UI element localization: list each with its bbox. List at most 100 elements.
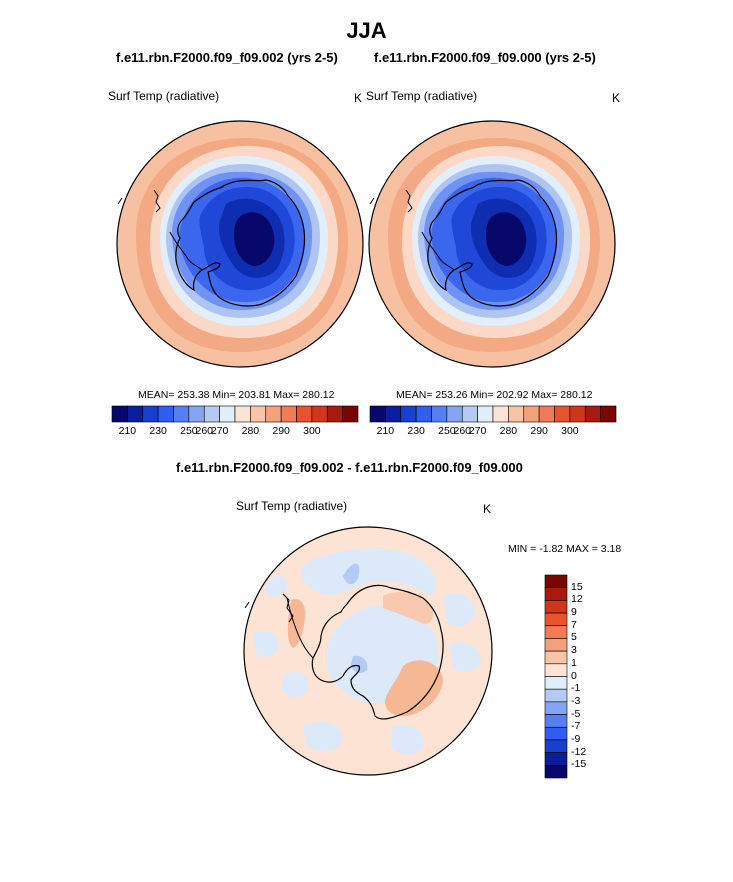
difference-colorbar [544, 574, 568, 779]
panel-2-colorbar-tick-label: 250 [438, 425, 456, 437]
panel-2-colorbar-box [385, 405, 402, 423]
panel-2-colorbar-box [538, 405, 555, 423]
panel-2-colorbar-box [492, 405, 509, 423]
panel-2-colorbar-box [569, 405, 586, 423]
difference-colorbar-tick-label: -12 [571, 745, 587, 758]
panel-2-colorbar-box [554, 405, 571, 423]
panel-2-stats: MEAN= 253.26 Min= 202.92 Max= 280.12 [396, 389, 593, 401]
panel-1-colorbar-tick-label: 210 [118, 425, 137, 437]
panel-1-colorbar-tick-label: 280 [241, 425, 260, 437]
panel-1-colorbar-tick-label: 290 [272, 425, 290, 437]
difference-colorbar-box [544, 612, 568, 627]
panel-2-colorbar-tick-label: 280 [499, 425, 518, 437]
difference-colorbar-box [544, 765, 568, 779]
panel-1-variable-label: Surf Temp (radiative) [108, 89, 220, 103]
panel-1-colorbar-box [265, 405, 282, 423]
difference-title: f.e11.rbn.F2000.f09_f09.002 - f.e11.rbn.… [176, 460, 523, 475]
difference-colorbar-tick-label: 3 [571, 644, 577, 657]
panel-1-colorbar-box [173, 405, 190, 423]
difference-colorbar-tick-label: 7 [571, 618, 577, 631]
panel-1-colorbar-box [142, 405, 159, 423]
panel-1-colorbar-box [157, 405, 174, 423]
difference-polar-map [243, 526, 493, 776]
difference-colorbar-tick-label: -5 [571, 707, 581, 720]
panel-2-colorbar-box [461, 405, 478, 423]
difference-colorbar-labels: 15 12 9 7 5 3 1 0 -1 -3 -5 -7 -9 -12 -15 [571, 575, 611, 778]
difference-colorbar-box [544, 688, 568, 703]
panel-2-colorbar-box [600, 405, 617, 423]
panel-1-units-label: K [354, 91, 363, 105]
panel-2-units-label: K [612, 91, 621, 105]
difference-colorbar-box [544, 714, 568, 728]
difference-colorbar-box [544, 650, 568, 665]
panel-1-colorbar-box [296, 405, 313, 423]
panel-1-case-title: f.e11.rbn.F2000.f09_f09.002 (yrs 2-5) [116, 50, 338, 65]
panel-1-colorbar-box [219, 405, 236, 423]
panel-2-case-title: f.e11.rbn.F2000.f09_f09.000 (yrs 2-5) [374, 50, 596, 65]
panel-2-colorbar-box [446, 405, 463, 423]
panel-2-colorbar [369, 405, 617, 423]
difference-colorbar-tick-label: 15 [571, 580, 583, 593]
difference-colorbar-box [544, 625, 568, 639]
panel-1-colorbar-tick-label: 300 [303, 425, 321, 437]
panel-1-polar-map [116, 120, 364, 368]
difference-colorbar-box [544, 574, 568, 588]
panel-2-colorbar-tick-label: 210 [376, 425, 395, 437]
panel-2-polar-map [368, 120, 616, 368]
panel-1-colorbar-tick-label: 260 [195, 425, 214, 437]
panel-1-colorbar-box [250, 405, 267, 423]
panel-1-colorbar [111, 405, 359, 423]
difference-colorbar-tick-label: 0 [571, 669, 577, 682]
difference-colorbar-tick-label: -1 [571, 682, 581, 695]
panel-2-colorbar-tick-label: 290 [530, 425, 548, 437]
panel-2-colorbar-tick-label: 300 [561, 425, 579, 437]
panel-2-colorbar-tick-label: 260 [453, 425, 472, 437]
panel-2-colorbar-box [400, 405, 417, 423]
panel-2-colorbar-box [508, 405, 525, 423]
difference-colorbar-box [544, 600, 568, 614]
panel-1-colorbar-tick-label: 250 [180, 425, 198, 437]
difference-colorbar-tick-label: -15 [571, 758, 587, 771]
panel-2-colorbar-box [584, 405, 601, 423]
panel-1-colorbar-labels: 210 230 250 260 270 280 290 300 [112, 425, 358, 439]
difference-min-max: MIN = -1.82 MAX = 3.18 [508, 543, 622, 555]
difference-colorbar-tick-label: 5 [571, 631, 577, 644]
panel-1-colorbar-box [280, 405, 297, 423]
difference-colorbar-box [544, 752, 568, 766]
panel-1-colorbar-box [342, 405, 359, 423]
difference-variable-label: Surf Temp (radiative) [236, 499, 348, 513]
panel-1-colorbar-box [127, 405, 144, 423]
difference-colorbar-box [544, 726, 568, 741]
difference-colorbar-tick-label: 12 [571, 593, 583, 606]
difference-colorbar-tick-label: -7 [571, 720, 581, 733]
panel-1-colorbar-box [326, 405, 343, 423]
panel-1-colorbar-box [203, 405, 220, 423]
panel-1-colorbar-tick-label: 230 [149, 425, 167, 437]
panel-2-colorbar-box [477, 405, 494, 423]
panel-2-colorbar-box [431, 405, 448, 423]
difference-colorbar-box [544, 663, 568, 677]
panel-1-colorbar-box [234, 405, 251, 423]
difference-colorbar-tick-label: -9 [571, 732, 581, 745]
panel-1-colorbar-box [188, 405, 205, 423]
difference-colorbar-box [544, 676, 568, 690]
panel-2-colorbar-labels: 210 230 250 260 270 280 290 300 [370, 425, 616, 439]
panel-2-colorbar-box [415, 405, 432, 423]
difference-colorbar-tick-label: 1 [571, 656, 577, 669]
difference-colorbar-box [544, 587, 568, 601]
difference-colorbar-box [544, 739, 568, 753]
panel-2-colorbar-box [369, 405, 386, 423]
panel-1-colorbar-box [311, 405, 328, 423]
difference-colorbar-box [544, 701, 568, 715]
panel-1-stats: MEAN= 253.38 Min= 203.81 Max= 280.12 [138, 389, 335, 401]
difference-colorbar-box [544, 638, 568, 652]
panel-2-colorbar-box [523, 405, 540, 423]
panel-2-colorbar-tick-label: 270 [468, 425, 487, 437]
panel-2-colorbar-tick-label: 230 [407, 425, 425, 437]
panel-2-variable-label: Surf Temp (radiative) [366, 89, 478, 103]
panel-1-colorbar-box [111, 405, 128, 423]
difference-colorbar-tick-label: 9 [571, 606, 577, 619]
difference-colorbar-tick-label: -3 [571, 694, 581, 707]
panel-1-colorbar-tick-label: 270 [210, 425, 229, 437]
difference-units-label: K [483, 502, 492, 516]
